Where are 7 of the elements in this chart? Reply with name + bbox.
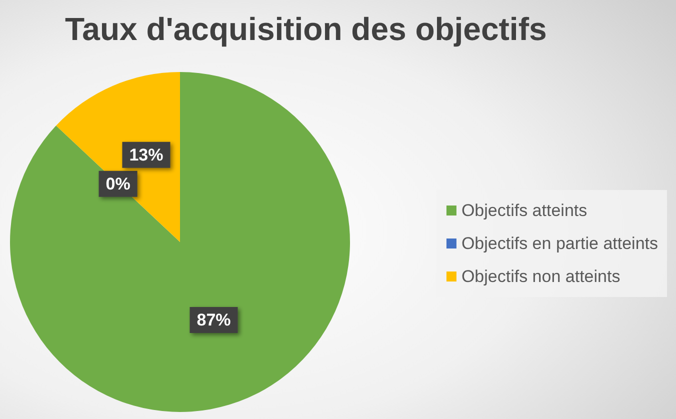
data-label: 13% <box>129 145 164 164</box>
legend-label: Objectifs en partie atteints <box>461 234 658 253</box>
legend-label: Objectifs atteints <box>461 201 588 220</box>
legend-label: Objectifs non atteints <box>461 267 620 286</box>
text: 0% <box>106 174 130 194</box>
data-label: 87% <box>196 310 231 330</box>
chart-title: Taux d'acquisition des objectifs <box>65 11 547 47</box>
